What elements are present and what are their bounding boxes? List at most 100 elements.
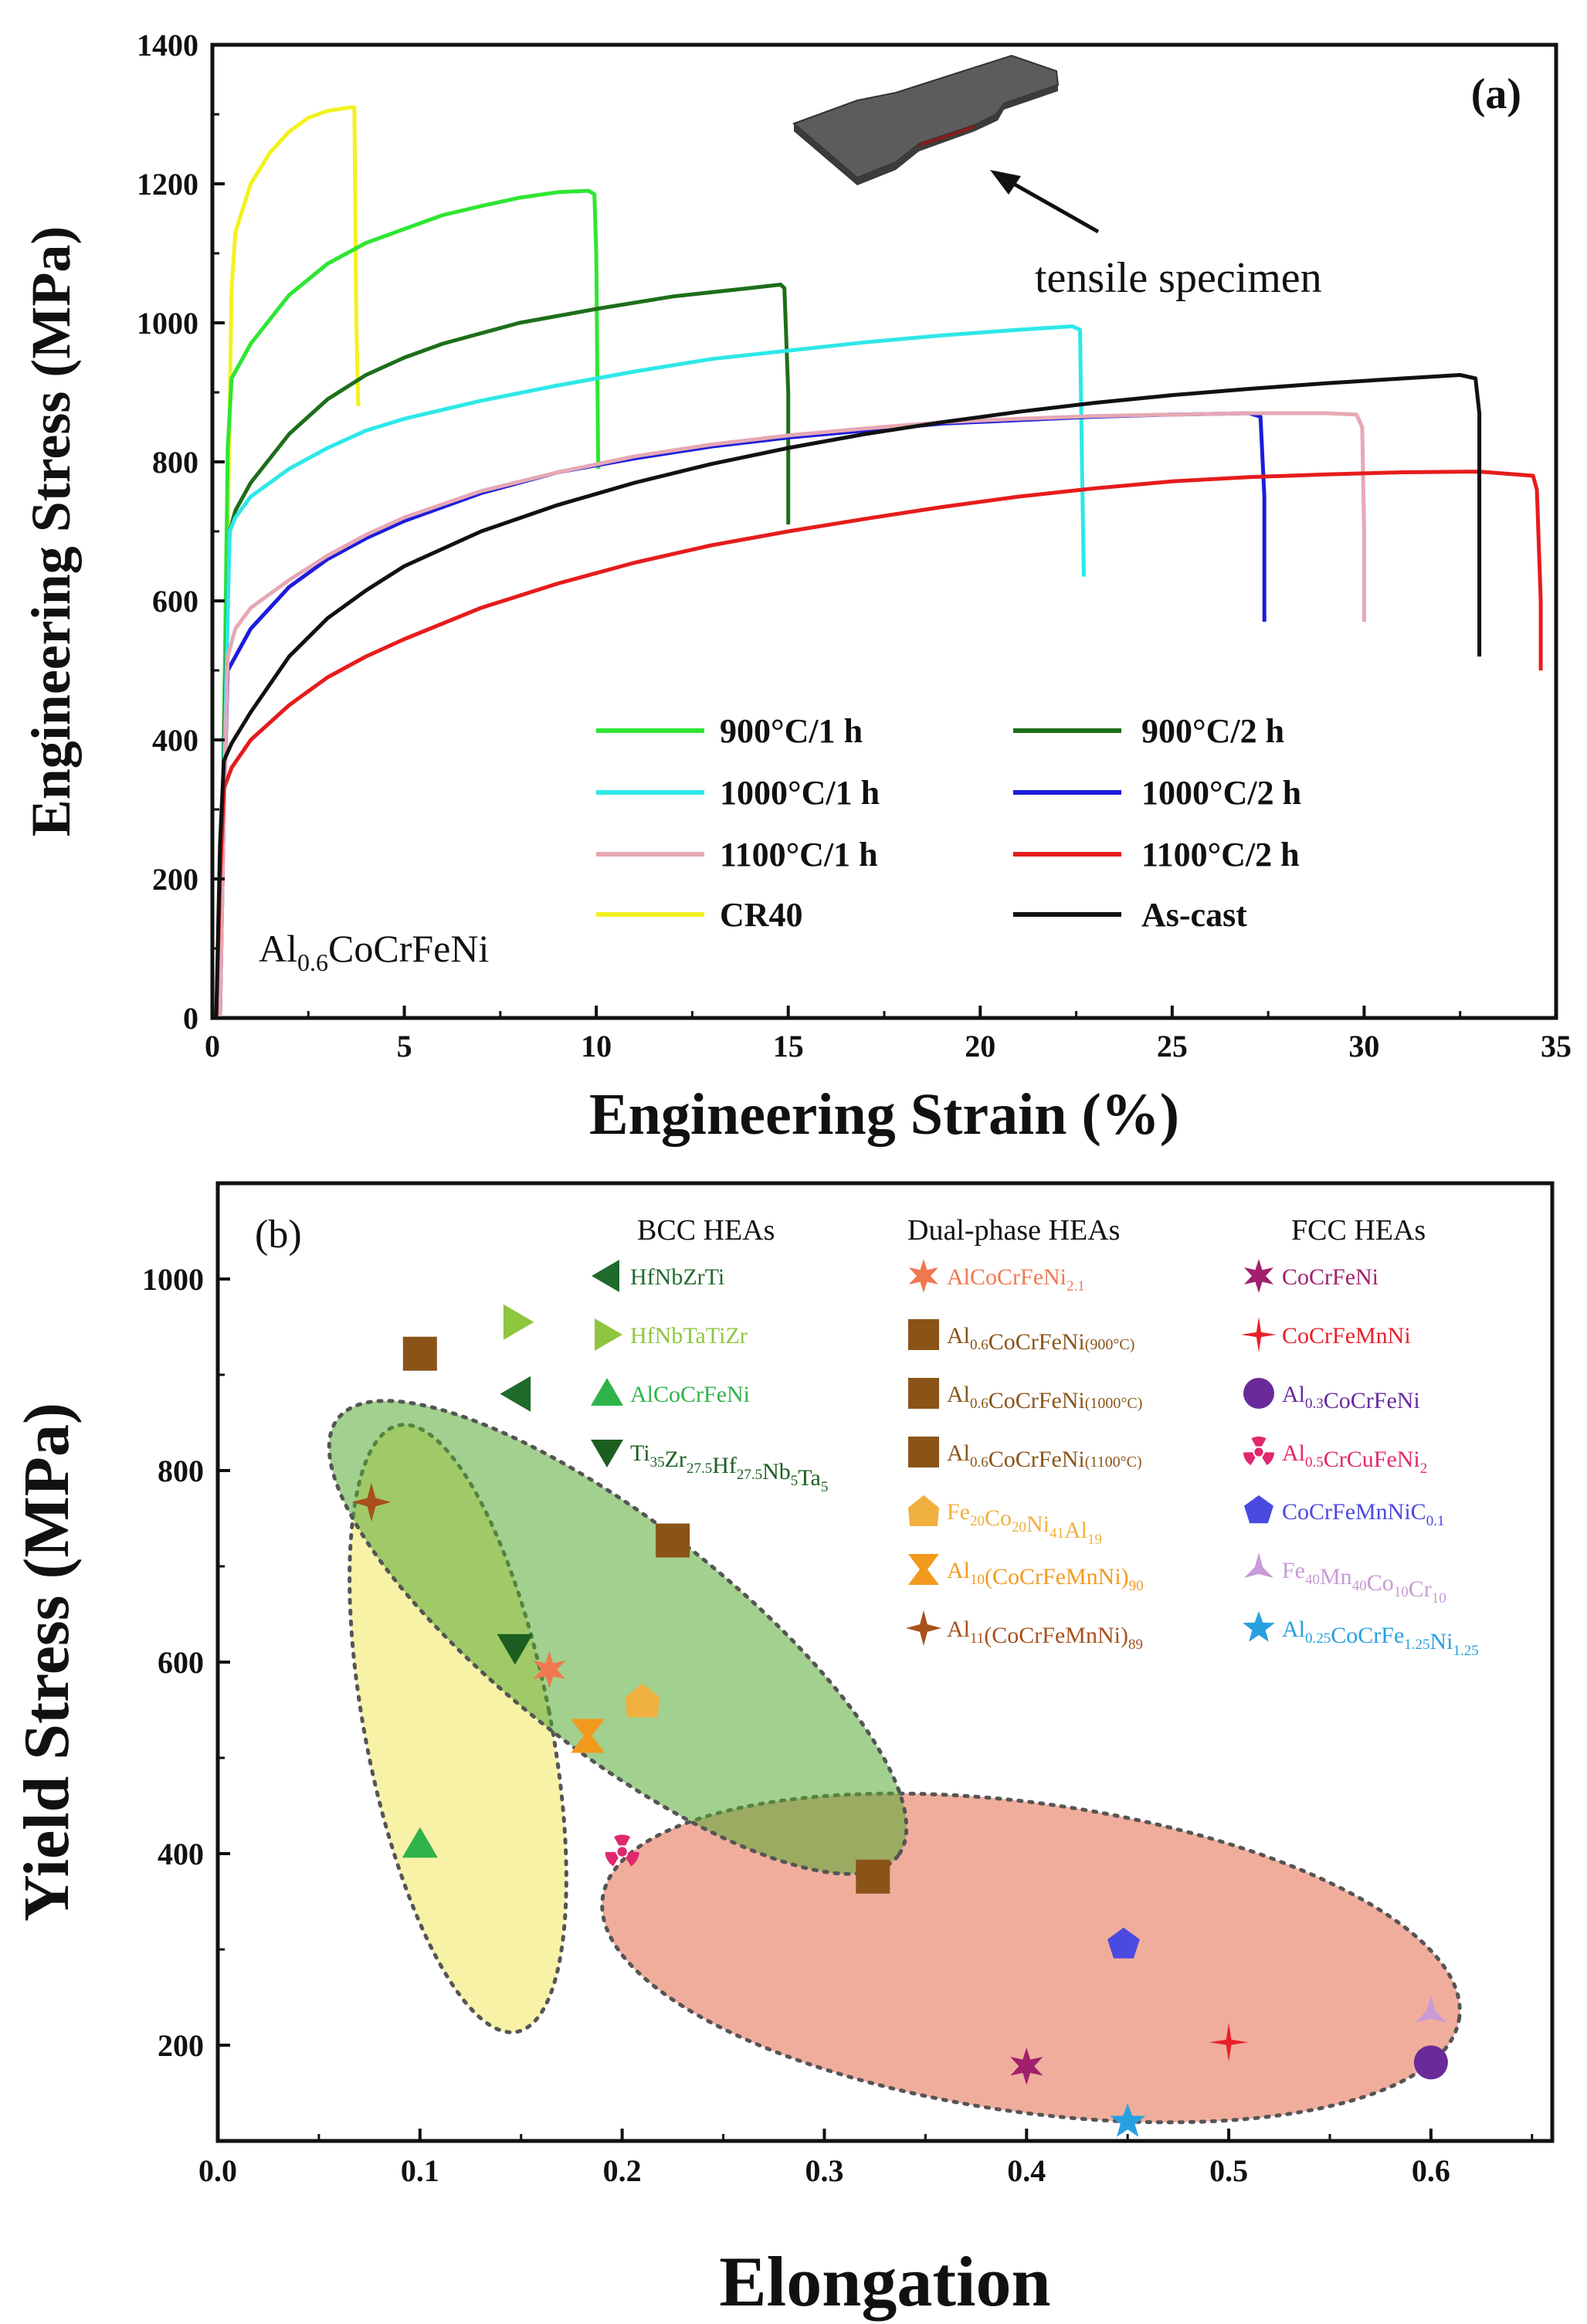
x-tick-label: 15 — [773, 1029, 804, 1064]
point-al0-25cocrfe1-25ni1-25 — [1110, 2103, 1146, 2137]
x-tick-label: 0.2 — [603, 2153, 642, 2188]
panel-a-series — [214, 105, 1543, 1019]
panel-a-label: (a) — [1471, 70, 1521, 118]
x-tick-label: 5 — [397, 1029, 412, 1064]
tensile-specimen-icon — [792, 54, 1100, 234]
legend-marker-fe20co20ni41al19 — [908, 1495, 939, 1526]
panel-b-xlabel: Elongation — [719, 2242, 1050, 2321]
legend-header-bcc: BCC HEAs — [637, 1214, 775, 1247]
y-tick-label: 800 — [158, 1454, 204, 1488]
panel-a: 0 5 10 15 20 25 30 350200400600800100012001400 … — [20, 28, 1572, 1147]
series-line-900-c-1-h — [218, 188, 601, 1019]
series-line-1100-c-2-h — [214, 470, 1543, 1019]
panel-a-ylabel: Engineering Stress (MPa) — [20, 226, 82, 837]
legend-marker-al11-cocrfemnni-89 — [906, 1610, 941, 1646]
legend-label-1100-c-1-h: 1100°C/1 h — [720, 836, 878, 874]
legend-marker-al0-25cocrfe1-25ni1-25 — [1243, 1611, 1275, 1642]
legend-label-cocrfemnnic0-1: CoCrFeMnNiC0.1 — [1282, 1499, 1444, 1529]
point-alcocrfeni — [402, 1827, 438, 1858]
point-cocrfemnnic0-1 — [1107, 1927, 1140, 1959]
panel-b-ylabel: Yield Stress (MPa) — [11, 1403, 83, 1922]
panel-a-xlabel: Engineering Strain (%) — [589, 1082, 1179, 1147]
y-tick-label: 0 — [183, 1001, 198, 1036]
legend-label-ti35zr27-5hf27-5nb5ta5: Ti35Zr27.5Hf27.5Nb5Ta5 — [630, 1440, 828, 1495]
legend-marker-al0-6cocrfeni-1100-c — [908, 1437, 939, 1467]
panel-b-points — [351, 1304, 1448, 2137]
legend-label-al0-3cocrfeni: Al0.3CoCrFeNi — [1282, 1382, 1420, 1413]
x-tick-label: 0.5 — [1209, 2153, 1248, 2188]
material-label: Al0.6CoCrFeNi — [259, 927, 489, 976]
legend-label-al0-25cocrfe1-25ni1-25: Al0.25CoCrFe1.25Ni1.25 — [1282, 1617, 1479, 1659]
legend-label-1000-c-1-h: 1000°C/1 h — [720, 774, 880, 812]
tensile-specimen-label: tensile specimen — [1035, 254, 1322, 302]
point-cocrfemnni — [1209, 2022, 1249, 2062]
y-tick-label: 1400 — [137, 28, 198, 63]
legend-marker-al0-6cocrfeni-1000-c — [908, 1378, 939, 1409]
point-al0-6cocrfeni-900-c — [402, 1336, 437, 1371]
legend-marker-alcocrfeni — [591, 1378, 623, 1406]
legend-marker-ti35zr27-5hf27-5nb5ta5 — [591, 1440, 623, 1467]
y-tick-label: 1200 — [137, 167, 198, 202]
point-hfnbzrti — [500, 1376, 531, 1412]
x-tick-label: 0 — [205, 1029, 220, 1064]
y-tick-label: 1000 — [142, 1262, 204, 1297]
legend-marker-al0-6cocrfeni-900-c — [908, 1319, 939, 1350]
legend-marker-hfnbzrti — [592, 1260, 619, 1292]
legend-marker-al0-5crcufeni2 — [1243, 1436, 1274, 1466]
legend-marker-alcocrfeni2-1 — [908, 1259, 939, 1293]
panel-a-frame — [210, 42, 1558, 1020]
x-tick-label: 0.6 — [1412, 2153, 1450, 2188]
point-al0-3cocrfeni — [1413, 2045, 1448, 2080]
x-tick-label: 10 — [581, 1029, 612, 1064]
legend-marker-al10-cocrfemnni-90 — [908, 1554, 939, 1585]
legend-label-cr40: CR40 — [720, 896, 803, 934]
x-tick-label: 0.1 — [401, 2153, 439, 2188]
x-tick-label: 25 — [1157, 1029, 1188, 1064]
panel-a-legend: 900°C/1 h 1000°C/1 h 1100°C/1 h CR40 900°C/2… — [596, 712, 1301, 934]
legend-label-al10-cocrfemnni-90: Al10(CoCrFeMnNi)90 — [947, 1558, 1144, 1594]
panel-b: 0.0 0.1 0.2 0.3 0.4 0.5 0.6 200 400 600 800 1000 (b… — [11, 1181, 1555, 2321]
panel-b-label: (b) — [255, 1213, 302, 1257]
legend-marker-fe40mn40co10cr10 — [1243, 1552, 1274, 1578]
legend-label-al11-cocrfemnni-89: Al11(CoCrFeMnNi)89 — [947, 1617, 1143, 1653]
y-tick-label: 600 — [158, 1645, 204, 1680]
legend-label-1000-c-2-h: 1000°C/2 h — [1141, 774, 1301, 812]
legend-label-fe20co20ni41al19: Fe20Co20Ni41Al19 — [947, 1499, 1102, 1548]
legend-label-al0-6cocrfeni-1100-c: Al0.6CoCrFeNi(1100°C) — [947, 1440, 1142, 1472]
y-tick-label: 200 — [158, 2028, 204, 2063]
legend-label-900-c-2-h: 900°C/2 h — [1141, 712, 1284, 750]
legend-label-al0-6cocrfeni-1000-c: Al0.6CoCrFeNi(1000°C) — [947, 1382, 1142, 1413]
y-tick-label: 400 — [152, 723, 198, 758]
legend-label-cocrfeni: CoCrFeNi — [1282, 1264, 1378, 1290]
legend-marker-cocrfeni — [1243, 1259, 1274, 1293]
legend-marker-al0-3cocrfeni — [1243, 1378, 1274, 1409]
legend-label-hfnbzrti: HfNbZrTi — [630, 1264, 724, 1290]
point-ti35zr27-5hf27-5nb5ta5 — [497, 1634, 533, 1665]
panel-b-legend: HfNbZrTi HfNbTaTiZr AlCoCrFeNi Ti35Zr27.5Hf… — [591, 1259, 1479, 1659]
panel-b-ticks: 0.0 0.1 0.2 0.3 0.4 0.5 0.6 200 400 600 800 1000 — [142, 1262, 1534, 2188]
point-cocrfeni — [1010, 2047, 1043, 2085]
point-hfnbtatizr — [503, 1304, 534, 1340]
series-line-as-cast — [214, 373, 1482, 1019]
legend-label-as-cast: As-cast — [1141, 896, 1247, 934]
x-tick-label: 20 — [965, 1029, 995, 1064]
panel-a-ticks: 0 5 10 15 20 25 30 35 0 200 400 600 800 1000 1200 1400 — [137, 28, 1572, 1064]
legend-marker-cocrfemnni — [1241, 1317, 1277, 1352]
point-fe40mn40co10cr10 — [1414, 1994, 1447, 2024]
fcc-region — [600, 1791, 1462, 2125]
legend-label-1100-c-2-h: 1100°C/2 h — [1141, 836, 1300, 874]
x-tick-label: 0.0 — [198, 2153, 237, 2188]
x-tick-label: 35 — [1541, 1029, 1572, 1064]
series-line-1000-c-1-h — [218, 324, 1086, 1019]
point-alcocrfeni2-1 — [533, 1651, 566, 1689]
point-al0-6cocrfeni-1100-c — [856, 1859, 890, 1894]
y-tick-label: 600 — [152, 584, 198, 619]
point-al0-6cocrfeni-1000-c — [656, 1523, 690, 1558]
legend-label-alcocrfeni: AlCoCrFeNi — [630, 1382, 750, 1407]
legend-label-alcocrfeni2-1: AlCoCrFeNi2.1 — [947, 1264, 1085, 1294]
legend-label-900-c-1-h: 900°C/1 h — [720, 712, 863, 750]
series-line-1100-c-1-h — [218, 411, 1366, 1019]
legend-label-al0-6cocrfeni-900-c: Al0.6CoCrFeNi(900°C) — [947, 1323, 1134, 1355]
x-tick-label: 30 — [1348, 1029, 1379, 1064]
